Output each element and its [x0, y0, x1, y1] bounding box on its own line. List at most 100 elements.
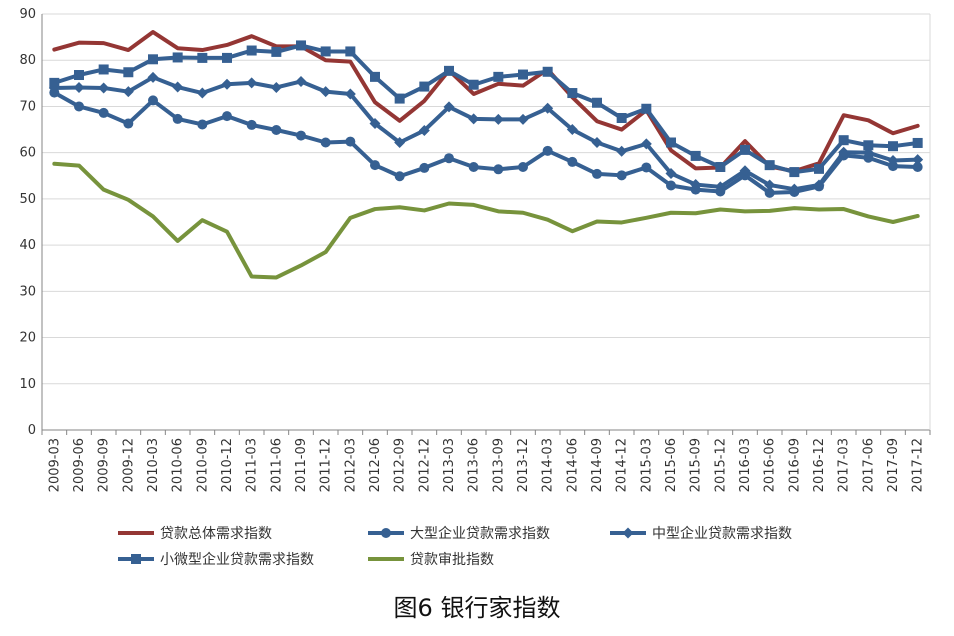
point-marker: [813, 179, 825, 191]
x-tick-label: 2017-03: [837, 438, 852, 492]
point-marker: [419, 81, 430, 92]
x-tick-labels: 2009-03 2009-06 2009-09 2009-12 2010-03 2010-…: [47, 438, 925, 492]
axes: [41, 14, 931, 435]
point-marker: [197, 119, 208, 130]
x-tick-label: 2009-12: [121, 438, 136, 492]
x-tick-label: 2011-06: [269, 438, 284, 492]
point-marker: [369, 118, 381, 130]
x-tick-label: 2015-06: [664, 438, 679, 492]
x-tick-label: 2009-09: [97, 438, 112, 492]
point-marker: [320, 46, 331, 57]
point-marker: [468, 79, 479, 90]
legend-label: 大型企业贷款需求指数: [410, 525, 550, 542]
y-tick-label: 0: [28, 423, 36, 438]
x-tick-label: 2015-09: [689, 438, 704, 492]
x-tick-label: 2014-06: [565, 438, 580, 492]
series-line: [52, 161, 920, 280]
point-marker: [222, 52, 232, 63]
point-marker: [271, 125, 282, 136]
point-marker: [196, 87, 208, 99]
x-tick-label: 2016-09: [787, 438, 802, 492]
x-tick-label: 2016-06: [763, 438, 778, 492]
point-marker: [641, 162, 652, 173]
point-marker: [542, 102, 554, 114]
point-marker: [172, 113, 183, 124]
point-marker: [764, 160, 775, 171]
series-line: [52, 30, 920, 174]
point-marker: [715, 161, 726, 172]
point-marker: [518, 69, 528, 80]
x-tick-label: 2010-12: [220, 438, 235, 492]
point-marker: [74, 101, 84, 112]
point-marker: [690, 150, 701, 161]
point-marker: [222, 111, 232, 122]
point-marker: [320, 86, 332, 98]
x-tick-label: 2013-06: [467, 438, 482, 492]
x-tick-label: 2012-06: [368, 438, 383, 492]
point-marker: [172, 81, 184, 93]
legend-label: 贷款总体需求指数: [160, 526, 272, 542]
x-tick-label: 2010-09: [195, 438, 210, 492]
point-marker: [566, 124, 578, 136]
series-group: [48, 30, 924, 280]
point-marker: [295, 75, 307, 87]
y-tick-label: 30: [19, 284, 36, 299]
point-marker: [122, 86, 134, 98]
point-marker: [123, 67, 134, 78]
point-marker: [714, 181, 726, 193]
y-tick-label: 80: [19, 53, 36, 68]
x-tick-label: 2012-03: [343, 438, 358, 492]
point-marker: [381, 528, 391, 538]
point-marker: [640, 138, 652, 150]
x-tick-label: 2015-12: [713, 438, 728, 492]
point-marker: [493, 71, 504, 82]
legend-label: 小微型企业贷款需求指数: [160, 551, 314, 568]
point-marker: [616, 145, 628, 157]
point-marker: [147, 71, 159, 83]
point-marker: [912, 161, 923, 172]
x-tick-label: 2016-03: [738, 438, 753, 492]
point-marker: [665, 167, 677, 179]
x-tick-label: 2011-12: [319, 438, 334, 492]
point-marker: [887, 155, 899, 167]
point-marker: [616, 113, 627, 123]
series-line: [52, 90, 920, 195]
point-marker: [838, 146, 850, 158]
point-marker: [622, 527, 634, 539]
point-marker: [666, 137, 676, 148]
point-marker: [246, 77, 258, 89]
series-4: [49, 40, 923, 178]
point-marker: [172, 52, 183, 63]
point-marker: [270, 81, 282, 93]
x-tick-label: 2015-03: [639, 438, 654, 492]
point-marker: [98, 107, 109, 118]
point-marker: [764, 179, 776, 191]
legend-item-5: 贷款审批指数: [368, 552, 494, 568]
point-marker: [814, 163, 824, 174]
point-marker: [320, 137, 331, 148]
point-marker: [246, 119, 257, 130]
point-marker: [370, 71, 380, 82]
y-tick-label: 70: [19, 99, 36, 114]
point-marker: [666, 180, 676, 191]
point-marker: [591, 136, 603, 148]
x-tick-label: 2011-09: [294, 438, 309, 492]
point-marker: [740, 144, 750, 155]
y-tick-label: 40: [19, 238, 36, 253]
y-tick-label: 90: [19, 7, 36, 22]
series-2: [49, 87, 923, 198]
y-tick-labels: 0 10 20 30 40 50 60 70 80 90: [19, 7, 36, 438]
figure-caption: 图6 银行家指数: [393, 594, 561, 622]
x-tick-label: 2010-06: [171, 438, 186, 492]
point-marker: [296, 130, 306, 141]
point-marker: [73, 81, 85, 93]
point-marker: [863, 140, 874, 151]
point-marker: [764, 187, 775, 198]
point-marker: [74, 70, 84, 81]
point-marker: [468, 161, 479, 172]
point-marker: [221, 78, 233, 90]
point-marker: [98, 64, 109, 75]
x-tick-label: 2014-03: [541, 438, 556, 492]
point-marker: [123, 118, 134, 129]
